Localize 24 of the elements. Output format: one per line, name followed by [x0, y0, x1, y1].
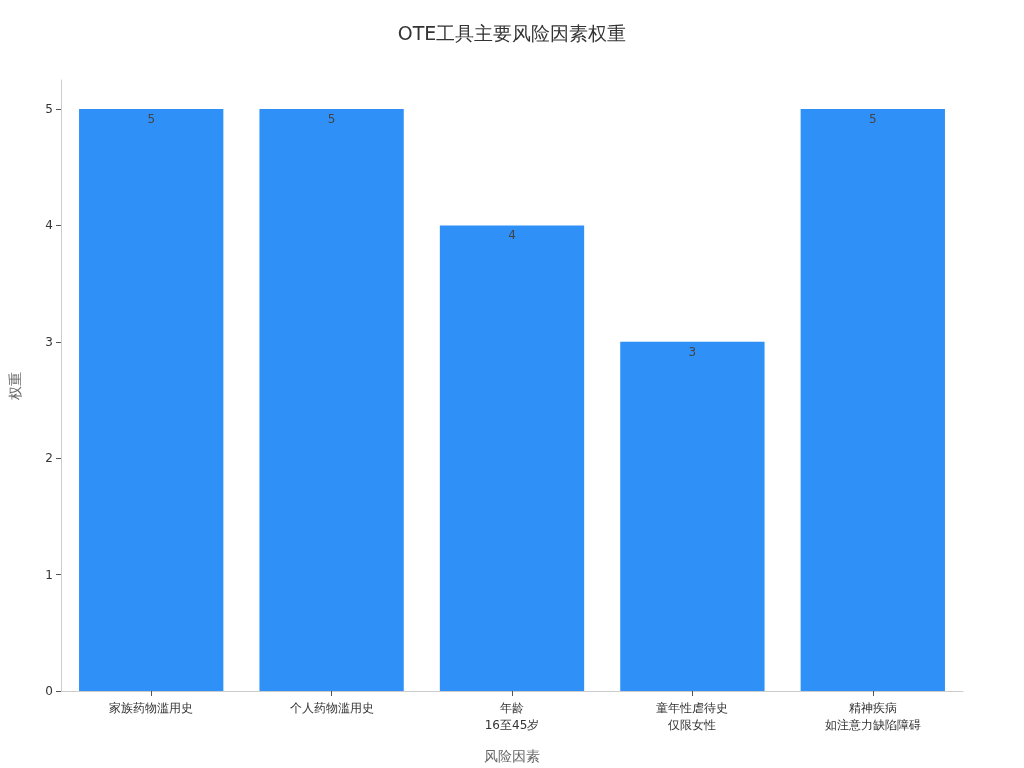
- y-tick-label: 3: [45, 334, 53, 349]
- x-tick-label: 童年性虐待史仅限女性: [656, 700, 729, 732]
- y-tick-label: 0: [45, 684, 53, 698]
- data-label: 4: [508, 228, 516, 243]
- bar: [259, 109, 404, 691]
- data-label: 5: [327, 112, 336, 127]
- bar: [79, 109, 224, 691]
- bar: [620, 341, 765, 691]
- y-tick-label: 2: [45, 451, 53, 466]
- x-tick-label: 家族药物滥用史: [109, 700, 194, 715]
- x-tick-label: 个人药物滥用史: [289, 700, 374, 715]
- x-axis-title: 风险因素: [484, 748, 540, 764]
- bar: [439, 225, 585, 691]
- x-tick-label: 精神疾病如注意力缺陷障碍: [824, 700, 921, 732]
- y-tick-label: 1: [45, 567, 53, 582]
- y-axis-title: 权重: [7, 371, 23, 401]
- data-label: 3: [688, 344, 697, 359]
- data-label: 5: [868, 112, 877, 127]
- data-label: 5: [147, 112, 156, 127]
- x-tick-label: 年龄16至45岁: [484, 700, 540, 732]
- y-tick-label: 5: [45, 102, 53, 117]
- chart-title: OTE工具主要风险因素权重: [397, 21, 627, 44]
- bar: [800, 109, 945, 691]
- y-tick-label: 4: [45, 218, 53, 233]
